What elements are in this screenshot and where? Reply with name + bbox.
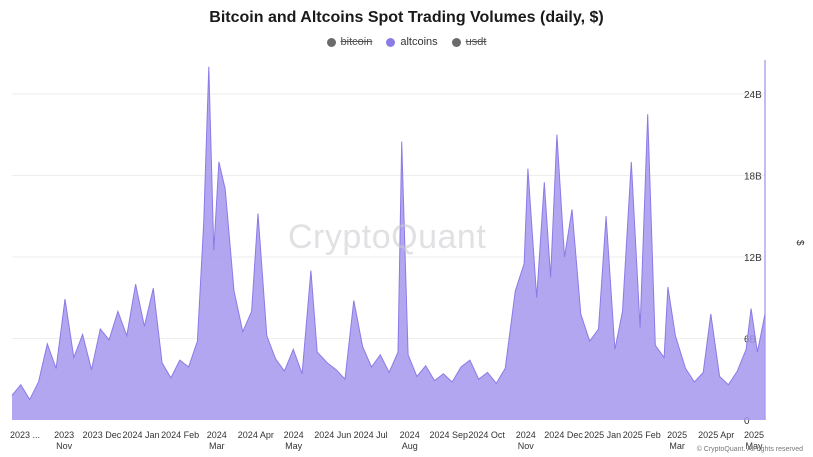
x-tick-label: 2025 Feb [623, 430, 661, 440]
series-area-altcoins [12, 66, 765, 421]
x-tick-label: 2024 Sep [430, 430, 469, 440]
legend-dot-altcoins [386, 37, 396, 47]
x-tick-label-2: Nov [518, 441, 535, 451]
x-tick-label: 2024 Feb [161, 430, 199, 440]
x-tick-label: 2024 Apr [238, 430, 274, 440]
watermark-text: CryptoQuant [288, 218, 487, 256]
legend-dot-bitcoin [326, 37, 336, 47]
copyright-text: © CryptoQuant. All rights reserved [696, 446, 803, 453]
x-tick-label: 2025 [744, 430, 764, 440]
x-tick-label-2: May [746, 441, 764, 451]
y-tick-label: 18B [744, 171, 762, 182]
x-tick-label: 2024 Jan [123, 430, 160, 440]
x-tick-label-2: Aug [402, 441, 418, 451]
x-tick-label: 2024 Jun [314, 430, 351, 440]
x-tick-label: 2025 Jan [584, 430, 621, 440]
x-tick-label: 2024 Jul [354, 430, 388, 440]
y-axis-label: $ [794, 240, 805, 246]
x-tick-label: 2023 ... [10, 430, 40, 440]
legend: bitcoin altcoins usdt [0, 36, 813, 48]
legend-item-altcoins[interactable]: altcoins [386, 36, 438, 48]
x-tick-label-2: Mar [209, 441, 225, 451]
x-tick-label: 2024 Dec [544, 430, 583, 440]
x-tick-label-2: Nov [56, 441, 73, 451]
legend-item-usdt[interactable]: usdt [451, 36, 487, 48]
y-tick-label: 12B [744, 253, 762, 264]
chart-title: Bitcoin and Altcoins Spot Trading Volume… [209, 9, 604, 26]
x-tick-label: 2025 Apr [698, 430, 734, 440]
y-tick-label: 24B [744, 90, 762, 101]
x-tick-label: 2024 [284, 430, 304, 440]
legend-label-altcoins: altcoins [400, 36, 438, 48]
legend-label-usdt: usdt [465, 36, 487, 48]
legend-item-bitcoin[interactable]: bitcoin [326, 36, 373, 48]
x-tick-label: 2024 [400, 430, 420, 440]
x-tick-label: 2024 Oct [468, 430, 505, 440]
x-tick-label: 2023 [54, 430, 74, 440]
x-tick-label-2: Mar [669, 441, 685, 451]
legend-dot-usdt [451, 37, 461, 47]
x-tick-label: 2024 [207, 430, 227, 440]
x-tick-label: 2023 Dec [83, 430, 122, 440]
x-tick-label: 2025 [667, 430, 687, 440]
x-tick-label-2: May [285, 441, 303, 451]
y-tick-label: 0 [744, 416, 750, 427]
x-tick-label: 2024 [516, 430, 536, 440]
series-line-altcoins [11, 66, 766, 401]
legend-label-bitcoin: bitcoin [340, 36, 373, 48]
